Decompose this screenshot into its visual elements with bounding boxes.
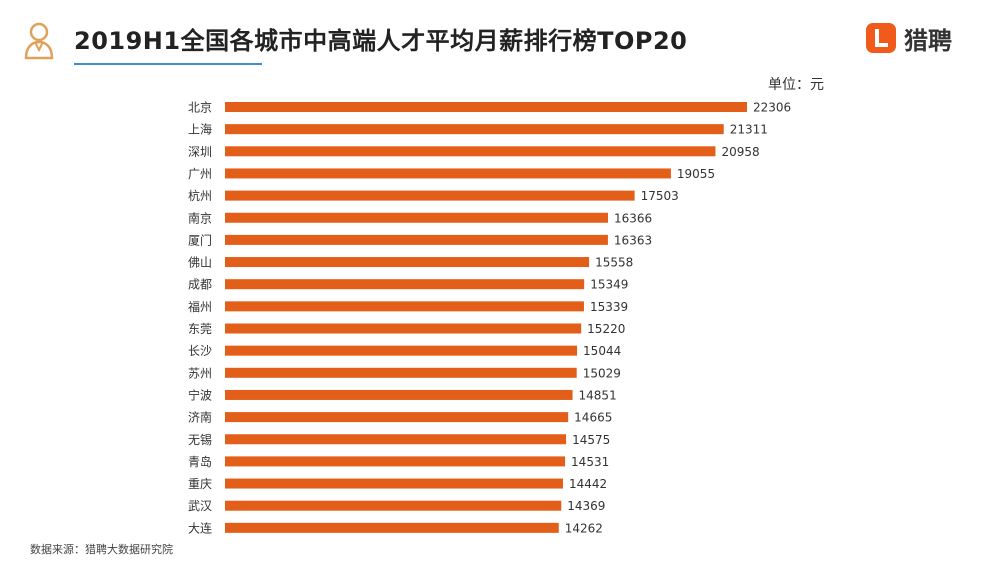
value-label: 17503 — [641, 189, 679, 203]
bar — [225, 345, 578, 356]
category-label: 杭州 — [188, 188, 212, 203]
category-label: 深圳 — [188, 145, 212, 159]
category-label: 宁波 — [188, 387, 212, 402]
value-label: 16366 — [614, 211, 652, 225]
value-label: 14665 — [574, 411, 612, 425]
bar — [225, 522, 559, 533]
bar — [225, 212, 608, 223]
bar — [225, 124, 724, 135]
value-label: 21311 — [730, 123, 768, 137]
value-label: 15349 — [590, 278, 628, 292]
title-underline — [74, 63, 262, 65]
category-label: 青岛 — [188, 454, 212, 469]
category-label: 广州 — [188, 167, 212, 181]
category-label: 重庆 — [188, 477, 212, 491]
brand: 猎聘 — [866, 22, 952, 55]
value-label: 20958 — [721, 145, 759, 159]
value-label: 15558 — [595, 256, 633, 270]
category-label: 佛山 — [188, 256, 212, 270]
bar — [225, 190, 635, 201]
value-label: 22306 — [753, 101, 791, 115]
brand-name: 猎聘 — [904, 26, 952, 55]
bar — [225, 500, 562, 511]
category-label: 成都 — [188, 278, 212, 292]
category-label: 北京 — [188, 101, 212, 115]
category-label: 长沙 — [188, 344, 212, 358]
bar — [225, 389, 573, 400]
bar — [225, 323, 582, 334]
value-label: 16363 — [614, 233, 652, 247]
bar — [225, 168, 671, 179]
value-label: 15220 — [587, 322, 625, 336]
value-label: 14531 — [571, 455, 609, 469]
bar — [225, 102, 747, 112]
liepin-logo-icon — [866, 23, 896, 53]
bar — [225, 456, 566, 467]
category-label: 厦门 — [188, 232, 212, 247]
value-label: 14851 — [579, 388, 617, 402]
bar — [225, 146, 716, 157]
value-label: 14262 — [565, 521, 603, 535]
page-title: 2019H1全国各城市中高端人才平均月薪排行榜TOP20 — [74, 27, 688, 55]
talent-person-icon — [24, 22, 54, 60]
category-label: 福州 — [188, 299, 212, 314]
category-label: 东莞 — [188, 322, 212, 336]
bar — [225, 367, 577, 378]
bar — [225, 412, 569, 423]
bar — [225, 279, 585, 290]
category-label: 无锡 — [188, 432, 212, 447]
category-label: 上海 — [188, 122, 212, 137]
category-label: 苏州 — [188, 366, 212, 380]
bar — [225, 434, 567, 445]
value-label: 15044 — [583, 344, 621, 358]
bar — [225, 301, 584, 312]
bar — [225, 234, 608, 245]
bar — [225, 478, 563, 489]
source-note: 数据来源：猎聘大数据研究院 — [30, 543, 173, 556]
unit-label: 单位：元 — [768, 77, 824, 93]
category-label: 大连 — [188, 520, 212, 535]
category-label: 南京 — [188, 210, 212, 225]
value-label: 15339 — [590, 300, 628, 314]
value-label: 14369 — [567, 499, 605, 513]
category-label: 武汉 — [188, 499, 212, 513]
category-label: 济南 — [188, 410, 212, 425]
value-label: 15029 — [583, 366, 621, 380]
value-label: 14442 — [569, 477, 607, 491]
bar — [225, 257, 590, 268]
value-label: 19055 — [677, 167, 715, 181]
value-label: 14575 — [572, 433, 610, 447]
